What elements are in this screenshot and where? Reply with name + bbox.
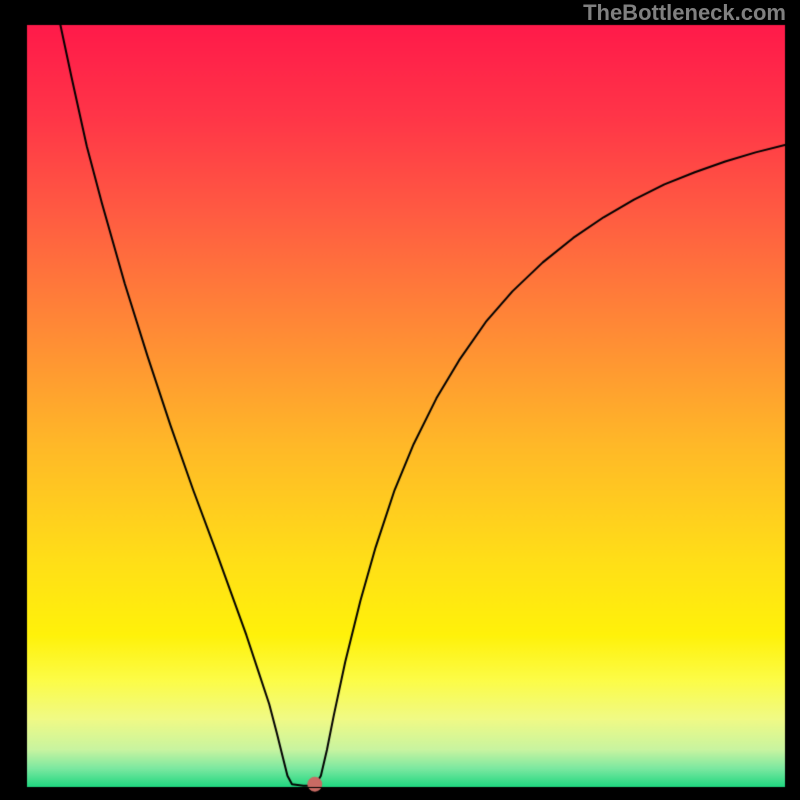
bottleneck-chart bbox=[0, 0, 800, 800]
chart-container: TheBottleneck.com bbox=[0, 0, 800, 800]
